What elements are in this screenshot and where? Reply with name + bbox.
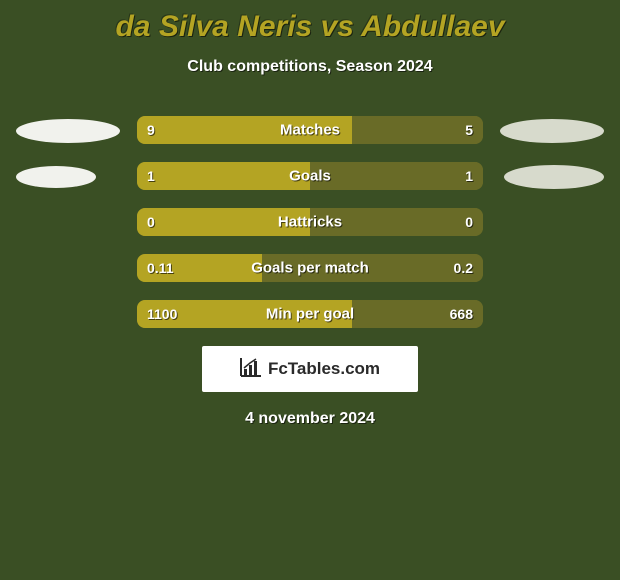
stat-row: Matches 9 5 — [8, 116, 612, 146]
player-right-marker — [504, 165, 604, 189]
stat-bar-track: Goals per match 0.11 0.2 — [137, 254, 483, 282]
player-right-marker — [500, 119, 604, 143]
player-left-marker — [16, 166, 96, 188]
stat-row: Hattricks 0 0 — [8, 208, 612, 238]
stat-bar-track: Min per goal 1100 668 — [137, 300, 483, 328]
comparison-card: da Silva Neris vs Abdullaev Club competi… — [0, 0, 620, 580]
stat-value-right: 668 — [450, 306, 473, 322]
stat-label: Goals per match — [251, 260, 369, 277]
stat-value-right: 1 — [465, 168, 473, 184]
stat-value-left: 0.11 — [147, 260, 173, 276]
stat-value-left: 1100 — [147, 306, 177, 322]
subtitle: Club competitions, Season 2024 — [8, 58, 612, 76]
stat-value-right: 0 — [465, 214, 473, 230]
logo-text-rest: Tables.com — [288, 359, 380, 378]
stat-label: Hattricks — [278, 214, 342, 231]
stat-bar-right — [310, 162, 483, 190]
stat-label: Matches — [280, 122, 340, 139]
stat-row: Min per goal 1100 668 — [8, 300, 612, 330]
stat-bar-track: Hattricks 0 0 — [137, 208, 483, 236]
stat-row: Goals 1 1 — [8, 162, 612, 192]
page-title: da Silva Neris vs Abdullaev — [8, 10, 612, 44]
logo-text-prefix: Fc — [268, 359, 288, 378]
fctables-logo: FcTables.com — [202, 346, 418, 392]
stat-bar-right — [352, 116, 483, 144]
stat-bar-track: Matches 9 5 — [137, 116, 483, 144]
stat-bar-left — [137, 162, 310, 190]
snapshot-date: 4 november 2024 — [8, 410, 612, 428]
stat-label: Goals — [289, 168, 331, 185]
stat-value-right: 5 — [465, 122, 473, 138]
logo-text: FcTables.com — [268, 359, 380, 379]
stat-value-right: 0.2 — [454, 260, 473, 276]
stat-bar-track: Goals 1 1 — [137, 162, 483, 190]
stat-row: Goals per match 0.11 0.2 — [8, 254, 612, 284]
stat-value-left: 0 — [147, 214, 155, 230]
bar-chart-icon — [240, 357, 262, 382]
stats-arena: Matches 9 5 Goals 1 1 Hattricks 0 0 Goals per mat… — [8, 116, 612, 330]
stat-value-left: 9 — [147, 122, 155, 138]
stat-label: Min per goal — [266, 306, 354, 323]
stat-value-left: 1 — [147, 168, 155, 184]
player-left-marker — [16, 119, 120, 143]
